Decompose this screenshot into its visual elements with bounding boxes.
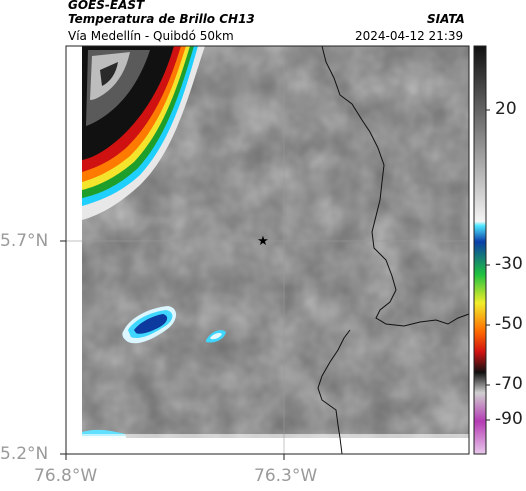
- map-frame: [65, 45, 470, 455]
- colorbar-tick-minus30: -30: [495, 254, 523, 274]
- product-title: Temperatura de Brillo CH13: [68, 12, 255, 26]
- boundary-lines: [317, 45, 470, 455]
- satellite-title: GOES-EAST: [68, 0, 145, 12]
- graticule: [66, 46, 469, 454]
- datetime-label: 2024-04-12 21:39: [355, 29, 464, 43]
- lon-label-76-3: 76.3°W: [254, 466, 318, 486]
- colorbar: [473, 45, 490, 455]
- agency-label: SIATA: [427, 12, 465, 26]
- region-label: Vía Medellín - Quibdó 50km: [68, 29, 234, 43]
- colorbar-tick-minus50: -50: [495, 314, 523, 334]
- lon-label-76-8: 76.8°W: [34, 466, 98, 486]
- star-icon: ★: [257, 234, 269, 249]
- colorbar-tick-20: 20: [495, 99, 517, 119]
- colorbar-tick-minus90: -90: [495, 409, 523, 429]
- ir-imagery: [82, 46, 469, 438]
- colorbar-tick-minus70: -70: [495, 374, 523, 394]
- lat-label-5-7: 5.7°N: [0, 231, 49, 251]
- lat-label-5-2: 5.2°N: [0, 444, 49, 464]
